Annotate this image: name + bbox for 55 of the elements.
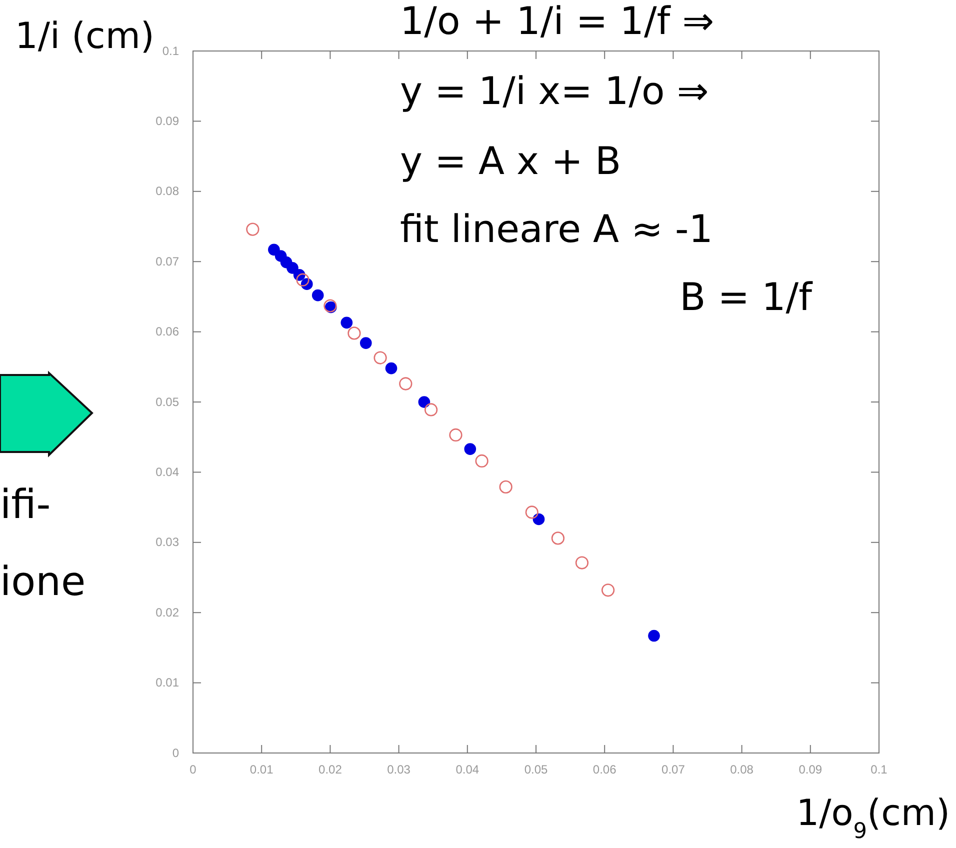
x-tick-label: 0 <box>190 762 197 777</box>
point <box>418 396 430 408</box>
point <box>246 222 260 236</box>
x-tick-label: 0.02 <box>318 762 342 777</box>
y-tick-label: 0.03 <box>156 535 180 550</box>
x-tick-label: 0.07 <box>662 762 686 777</box>
point <box>312 289 324 302</box>
y-tick-label: 0.01 <box>156 676 180 690</box>
x-tick-label: 0.04 <box>456 762 480 777</box>
point <box>475 454 488 468</box>
point <box>399 377 412 390</box>
text: ione <box>0 559 86 605</box>
x-tick-label: 0.05 <box>524 762 548 777</box>
y-tick-label: 0.1 <box>162 44 180 58</box>
point <box>601 584 615 597</box>
point <box>499 480 512 494</box>
x-tick-label: 0.1 <box>870 762 888 777</box>
point <box>525 506 538 519</box>
text: 1/o + 1/i = 1/f ⇒ <box>400 0 714 43</box>
point <box>551 532 565 545</box>
x-tick-label: 0.06 <box>592 762 617 777</box>
point <box>575 556 589 570</box>
point <box>464 443 476 455</box>
y-tick-label: 0.06 <box>156 324 180 339</box>
annotation: fit lineare A ≈ -1 <box>400 207 713 251</box>
point <box>300 278 313 290</box>
annotation: B = 1/f <box>680 275 814 319</box>
point <box>532 513 545 526</box>
point <box>348 326 361 340</box>
x-tick-label: 0.01 <box>250 762 274 777</box>
y-tick-label: 0.04 <box>156 465 180 480</box>
annotation: y = 1/i x= 1/o ⇒ <box>400 69 709 113</box>
point <box>648 630 660 642</box>
point <box>385 362 398 374</box>
point <box>424 403 438 416</box>
x-tick-label: 0.03 <box>387 762 411 777</box>
point <box>449 428 462 442</box>
y-tick-label: 0.08 <box>156 184 180 198</box>
y-tick-label: 0.05 <box>156 394 180 409</box>
point <box>286 262 298 274</box>
annotation: y = A x + B <box>400 139 622 183</box>
point <box>374 351 387 364</box>
y-tick-label: 0.07 <box>156 254 180 268</box>
y-axis-title: 1/i (cm) <box>15 16 154 57</box>
point <box>293 269 306 281</box>
point <box>360 337 372 349</box>
x-tick-label: 0.08 <box>730 762 754 777</box>
y-tick-label: 0 <box>172 746 180 760</box>
x-axis-title: 1/o$_{9}$(cm) <box>796 793 950 844</box>
point <box>296 273 310 286</box>
x-tick-label: 0.09 <box>798 762 822 777</box>
text: ifi- <box>0 482 51 528</box>
y-tick-label: 0.02 <box>156 605 180 620</box>
point <box>340 316 353 329</box>
y-tick-label: 0.09 <box>156 114 180 128</box>
